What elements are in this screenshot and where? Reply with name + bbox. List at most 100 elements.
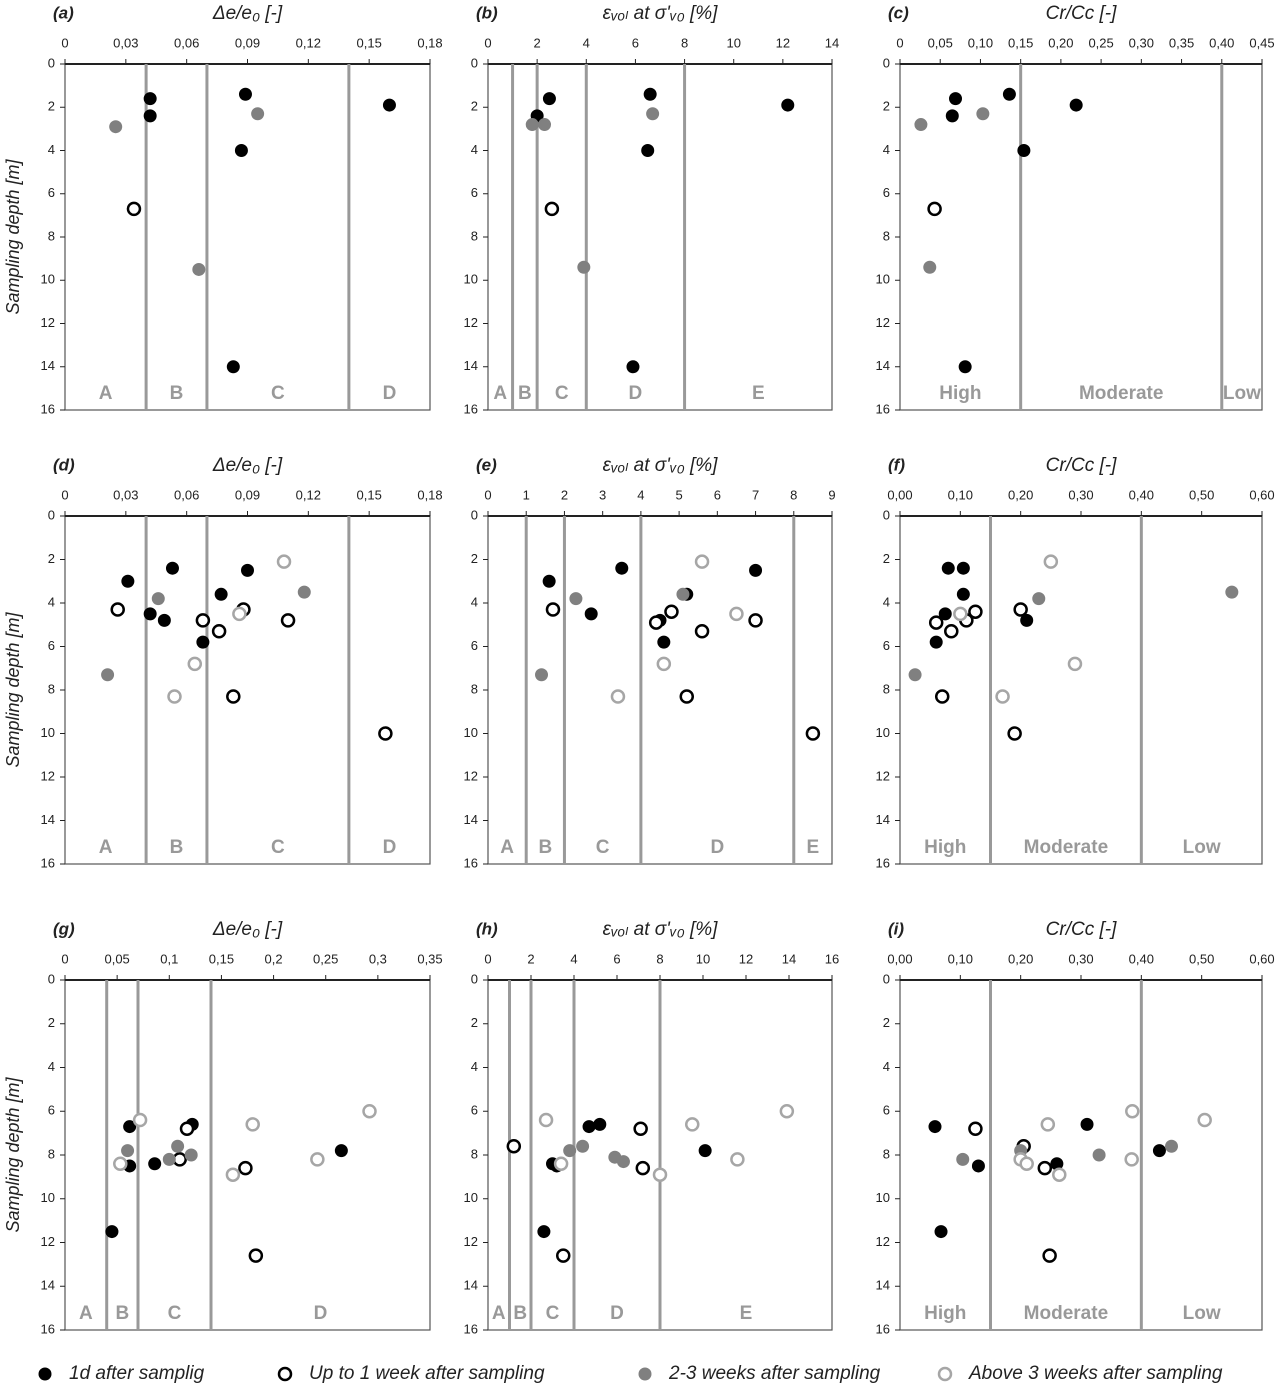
data-point bbox=[109, 120, 123, 134]
data-point bbox=[976, 107, 990, 121]
zone-label: Moderate bbox=[1024, 1303, 1108, 1324]
data-point bbox=[648, 615, 664, 630]
x-tick-label: 5 bbox=[675, 487, 682, 502]
x-axis-title: εᵥₒₗ at σ'ᵥ₀ [%] bbox=[603, 919, 719, 940]
x-tick-label: 0,50 bbox=[1189, 951, 1214, 966]
y-tick-label: 2 bbox=[48, 551, 55, 566]
y-tick-label: 2 bbox=[883, 551, 890, 566]
data-point bbox=[1052, 1167, 1067, 1182]
x-tick-label: 12 bbox=[739, 951, 753, 966]
y-tick-label: 14 bbox=[464, 812, 478, 827]
data-point bbox=[143, 92, 157, 106]
data-point bbox=[232, 606, 247, 622]
data-point bbox=[995, 689, 1010, 704]
zone-label: B bbox=[170, 383, 184, 404]
panel-label: (h) bbox=[476, 919, 498, 938]
data-point bbox=[151, 592, 165, 606]
panel-label: (f) bbox=[888, 455, 905, 474]
data-point bbox=[226, 689, 241, 704]
data-point bbox=[362, 1104, 377, 1119]
y-tick-label: 8 bbox=[883, 681, 890, 696]
y-tick-label: 0 bbox=[471, 507, 478, 522]
zone-label: C bbox=[546, 1303, 560, 1324]
legend-marker bbox=[38, 1367, 52, 1381]
data-point bbox=[652, 1167, 668, 1182]
zone-label: E bbox=[740, 1303, 753, 1324]
y-tick-label: 12 bbox=[41, 315, 55, 330]
zone-label: B bbox=[538, 837, 552, 858]
data-point bbox=[101, 668, 115, 682]
x-tick-label: 0,60 bbox=[1249, 487, 1274, 502]
data-point bbox=[167, 689, 182, 704]
panel-label: (g) bbox=[53, 919, 75, 938]
data-point bbox=[643, 87, 657, 101]
x-tick-label: 0,40 bbox=[1129, 951, 1154, 966]
data-point bbox=[641, 144, 655, 157]
zone-label: B bbox=[115, 1303, 129, 1324]
zone-label: D bbox=[383, 837, 397, 858]
zone-label: Low bbox=[1223, 383, 1261, 404]
y-tick-label: 4 bbox=[471, 1059, 478, 1074]
x-tick-label: 0,50 bbox=[1189, 487, 1214, 502]
y-tick-label: 2 bbox=[471, 551, 478, 566]
data-point bbox=[657, 635, 671, 649]
zone-label: D bbox=[383, 383, 397, 404]
data-point bbox=[238, 1160, 253, 1176]
panel-label: (e) bbox=[476, 455, 497, 474]
x-tick-label: 0,03 bbox=[113, 487, 138, 502]
x-tick-label: 0,30 bbox=[1068, 487, 1093, 502]
zone-label: Low bbox=[1183, 837, 1221, 858]
panel-label: (a) bbox=[53, 3, 74, 22]
data-point bbox=[779, 1104, 795, 1119]
data-point bbox=[1069, 98, 1083, 112]
data-point bbox=[1197, 1112, 1212, 1128]
x-tick-label: 6 bbox=[632, 35, 639, 50]
data-point bbox=[121, 1144, 135, 1158]
zone-label: B bbox=[513, 1303, 527, 1324]
data-point bbox=[635, 1160, 651, 1176]
data-point bbox=[646, 107, 660, 121]
zone-label: A bbox=[99, 837, 113, 858]
y-tick-label: 8 bbox=[48, 228, 55, 243]
y-tick-label: 0 bbox=[48, 507, 55, 522]
data-point bbox=[538, 1112, 554, 1128]
data-point bbox=[914, 118, 928, 132]
x-tick-label: 0,20 bbox=[1008, 951, 1033, 966]
x-tick-label: 0,05 bbox=[928, 35, 953, 50]
y-tick-label: 12 bbox=[464, 768, 478, 783]
data-point bbox=[576, 1139, 590, 1153]
plot-frame bbox=[64, 63, 431, 411]
data-point bbox=[730, 1152, 745, 1167]
data-point bbox=[280, 613, 296, 628]
data-point bbox=[1152, 1144, 1166, 1158]
y-tick-label: 8 bbox=[883, 1146, 890, 1161]
data-point bbox=[676, 587, 690, 601]
data-point bbox=[927, 201, 942, 217]
y-tick-label: 6 bbox=[883, 1103, 890, 1118]
data-point bbox=[195, 613, 211, 628]
y-tick-label: 12 bbox=[876, 768, 890, 783]
y-tick-label: 12 bbox=[41, 768, 55, 783]
data-point bbox=[563, 1144, 577, 1158]
data-point bbox=[538, 118, 552, 132]
legend-marker bbox=[638, 1367, 652, 1381]
data-point bbox=[938, 607, 952, 621]
x-tick-label: 0,18 bbox=[417, 487, 442, 502]
y-tick-label: 6 bbox=[48, 638, 55, 653]
data-point bbox=[110, 602, 125, 617]
panel-label: (c) bbox=[888, 3, 909, 22]
data-point bbox=[953, 606, 968, 622]
y-tick-label: 12 bbox=[876, 315, 890, 330]
x-tick-label: 0,2 bbox=[265, 951, 283, 966]
data-point bbox=[934, 689, 950, 704]
x-tick-label: 0 bbox=[61, 487, 68, 502]
zone-label: D bbox=[610, 1303, 624, 1324]
data-point bbox=[1037, 1160, 1053, 1176]
x-tick-label: 0,06 bbox=[174, 487, 199, 502]
data-point bbox=[121, 574, 135, 588]
data-point bbox=[553, 1156, 569, 1171]
data-point bbox=[179, 1121, 195, 1136]
x-tick-label: 0,00 bbox=[887, 951, 912, 966]
data-point bbox=[929, 635, 943, 649]
